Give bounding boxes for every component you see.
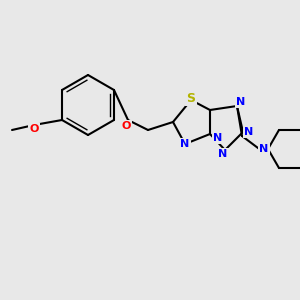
Text: O: O	[29, 124, 39, 134]
Text: O: O	[121, 121, 131, 131]
Text: N: N	[213, 133, 223, 143]
Text: N: N	[260, 144, 268, 154]
Text: N: N	[218, 149, 228, 159]
Text: N: N	[180, 139, 190, 149]
Text: N: N	[236, 97, 246, 107]
Text: S: S	[187, 92, 196, 104]
Text: N: N	[244, 127, 253, 137]
